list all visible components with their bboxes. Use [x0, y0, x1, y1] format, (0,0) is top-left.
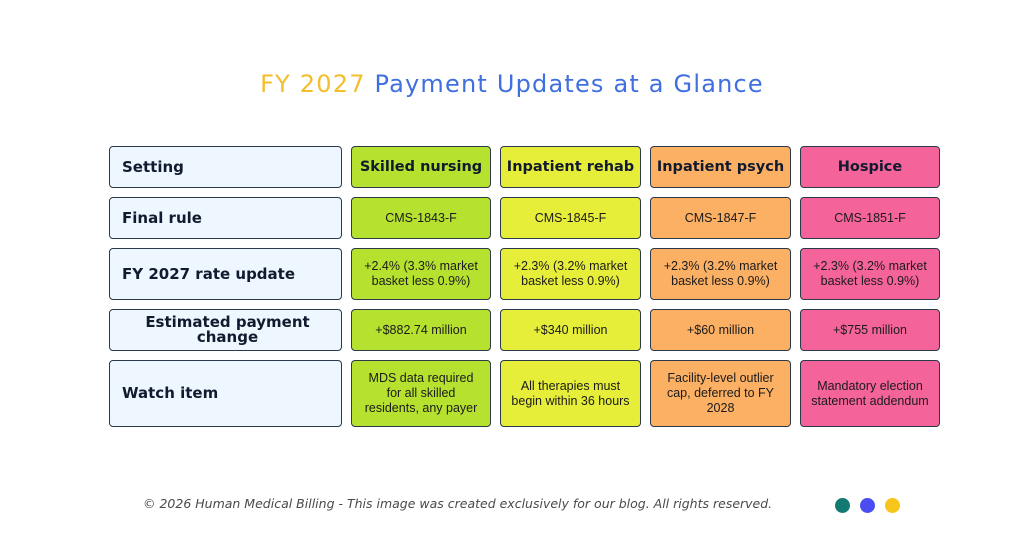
row-label-watch-item: Watch item	[109, 360, 342, 427]
final-rule-hospice: CMS-1851-F	[800, 197, 940, 239]
yellow-dot-icon	[885, 498, 900, 513]
rate-update-hospice: +2.3% (3.2% market basket less 0.9%)	[800, 248, 940, 300]
payment-change-inpatient-psych: +$60 million	[650, 309, 791, 351]
final-rule-skilled-nursing: CMS-1843-F	[351, 197, 491, 239]
title-main: Payment Updates at a Glance	[374, 70, 764, 98]
watch-item-inpatient-psych: Facility-level outlier cap, deferred to …	[650, 360, 791, 427]
blue-dot-icon	[860, 498, 875, 513]
page-title: FY 2027 Payment Updates at a Glance	[0, 70, 1024, 98]
copyright-footer: © 2026 Human Medical Billing - This imag…	[143, 496, 773, 511]
header-hospice: Hospice	[800, 146, 940, 188]
payment-table: Setting Skilled nursing Inpatient rehab …	[109, 146, 940, 427]
payment-change-skilled-nursing: +$882.74 million	[351, 309, 491, 351]
rate-update-inpatient-psych: +2.3% (3.2% market basket less 0.9%)	[650, 248, 791, 300]
watch-item-inpatient-rehab: All therapies must begin within 36 hours	[500, 360, 641, 427]
watch-item-skilled-nursing: MDS data required for all skilled reside…	[351, 360, 491, 427]
header-inpatient-psych: Inpatient psych	[650, 146, 791, 188]
header-skilled-nursing: Skilled nursing	[351, 146, 491, 188]
header-inpatient-rehab: Inpatient rehab	[500, 146, 641, 188]
row-label-final-rule: Final rule	[109, 197, 342, 239]
brand-dots	[835, 498, 900, 513]
row-label-payment-change: Estimated payment change	[109, 309, 342, 351]
final-rule-inpatient-psych: CMS-1847-F	[650, 197, 791, 239]
payment-change-inpatient-rehab: +$340 million	[500, 309, 641, 351]
title-year: FY 2027	[260, 70, 366, 98]
payment-change-hospice: +$755 million	[800, 309, 940, 351]
teal-dot-icon	[835, 498, 850, 513]
row-label-rate-update: FY 2027 rate update	[109, 248, 342, 300]
watch-item-hospice: Mandatory election statement addendum	[800, 360, 940, 427]
final-rule-inpatient-rehab: CMS-1845-F	[500, 197, 641, 239]
rate-update-skilled-nursing: +2.4% (3.3% market basket less 0.9%)	[351, 248, 491, 300]
rate-update-inpatient-rehab: +2.3% (3.2% market basket less 0.9%)	[500, 248, 641, 300]
row-label-setting: Setting	[109, 146, 342, 188]
